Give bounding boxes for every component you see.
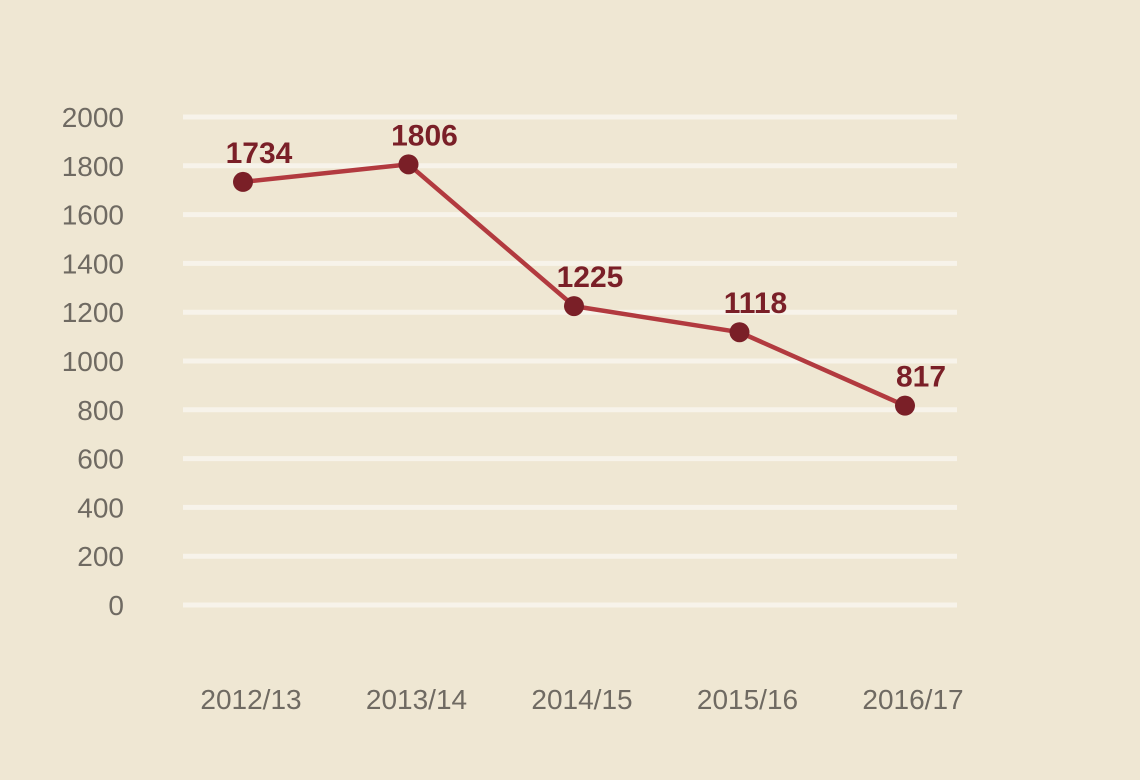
data-label: 1225: [557, 261, 624, 294]
y-tick-label: 600: [77, 444, 124, 475]
x-tick-label: 2013/14: [366, 684, 467, 715]
data-label: 1118: [724, 287, 787, 320]
y-tick-label: 800: [77, 395, 124, 426]
data-label: 817: [896, 361, 946, 394]
data-label: 1806: [391, 119, 458, 152]
y-tick-label: 2000: [62, 102, 124, 133]
y-tick-label: 1600: [62, 200, 124, 231]
x-tick-label: 2012/13: [200, 684, 301, 715]
data-label: 1734: [226, 137, 293, 170]
data-point: [398, 154, 419, 175]
data-markers: [233, 154, 915, 416]
y-tick-label: 400: [77, 492, 124, 523]
x-tick-label: 2015/16: [697, 684, 798, 715]
y-tick-label: 1800: [62, 151, 124, 182]
data-point: [895, 395, 915, 416]
gridlines: [183, 114, 957, 608]
y-tick-label: 1000: [62, 346, 124, 377]
y-tick-label: 1200: [62, 297, 124, 328]
y-tick-label: 0: [108, 590, 124, 621]
data-point: [729, 322, 750, 343]
data-point: [564, 296, 584, 317]
x-axis-tick-labels: 2012/13 2013/14 2014/15 2015/16 2016/17: [200, 684, 963, 715]
x-tick-label: 2016/17: [862, 684, 963, 715]
y-tick-label: 1400: [62, 248, 124, 279]
data-labels: 1734 1806 1225 1118 817: [226, 119, 946, 393]
data-point: [233, 171, 253, 192]
y-axis-tick-labels: 0 200 400 600 800 1000 1200 1400 1600 1800 2000: [62, 102, 124, 621]
x-tick-label: 2014/15: [531, 684, 632, 715]
y-tick-label: 200: [77, 541, 124, 572]
